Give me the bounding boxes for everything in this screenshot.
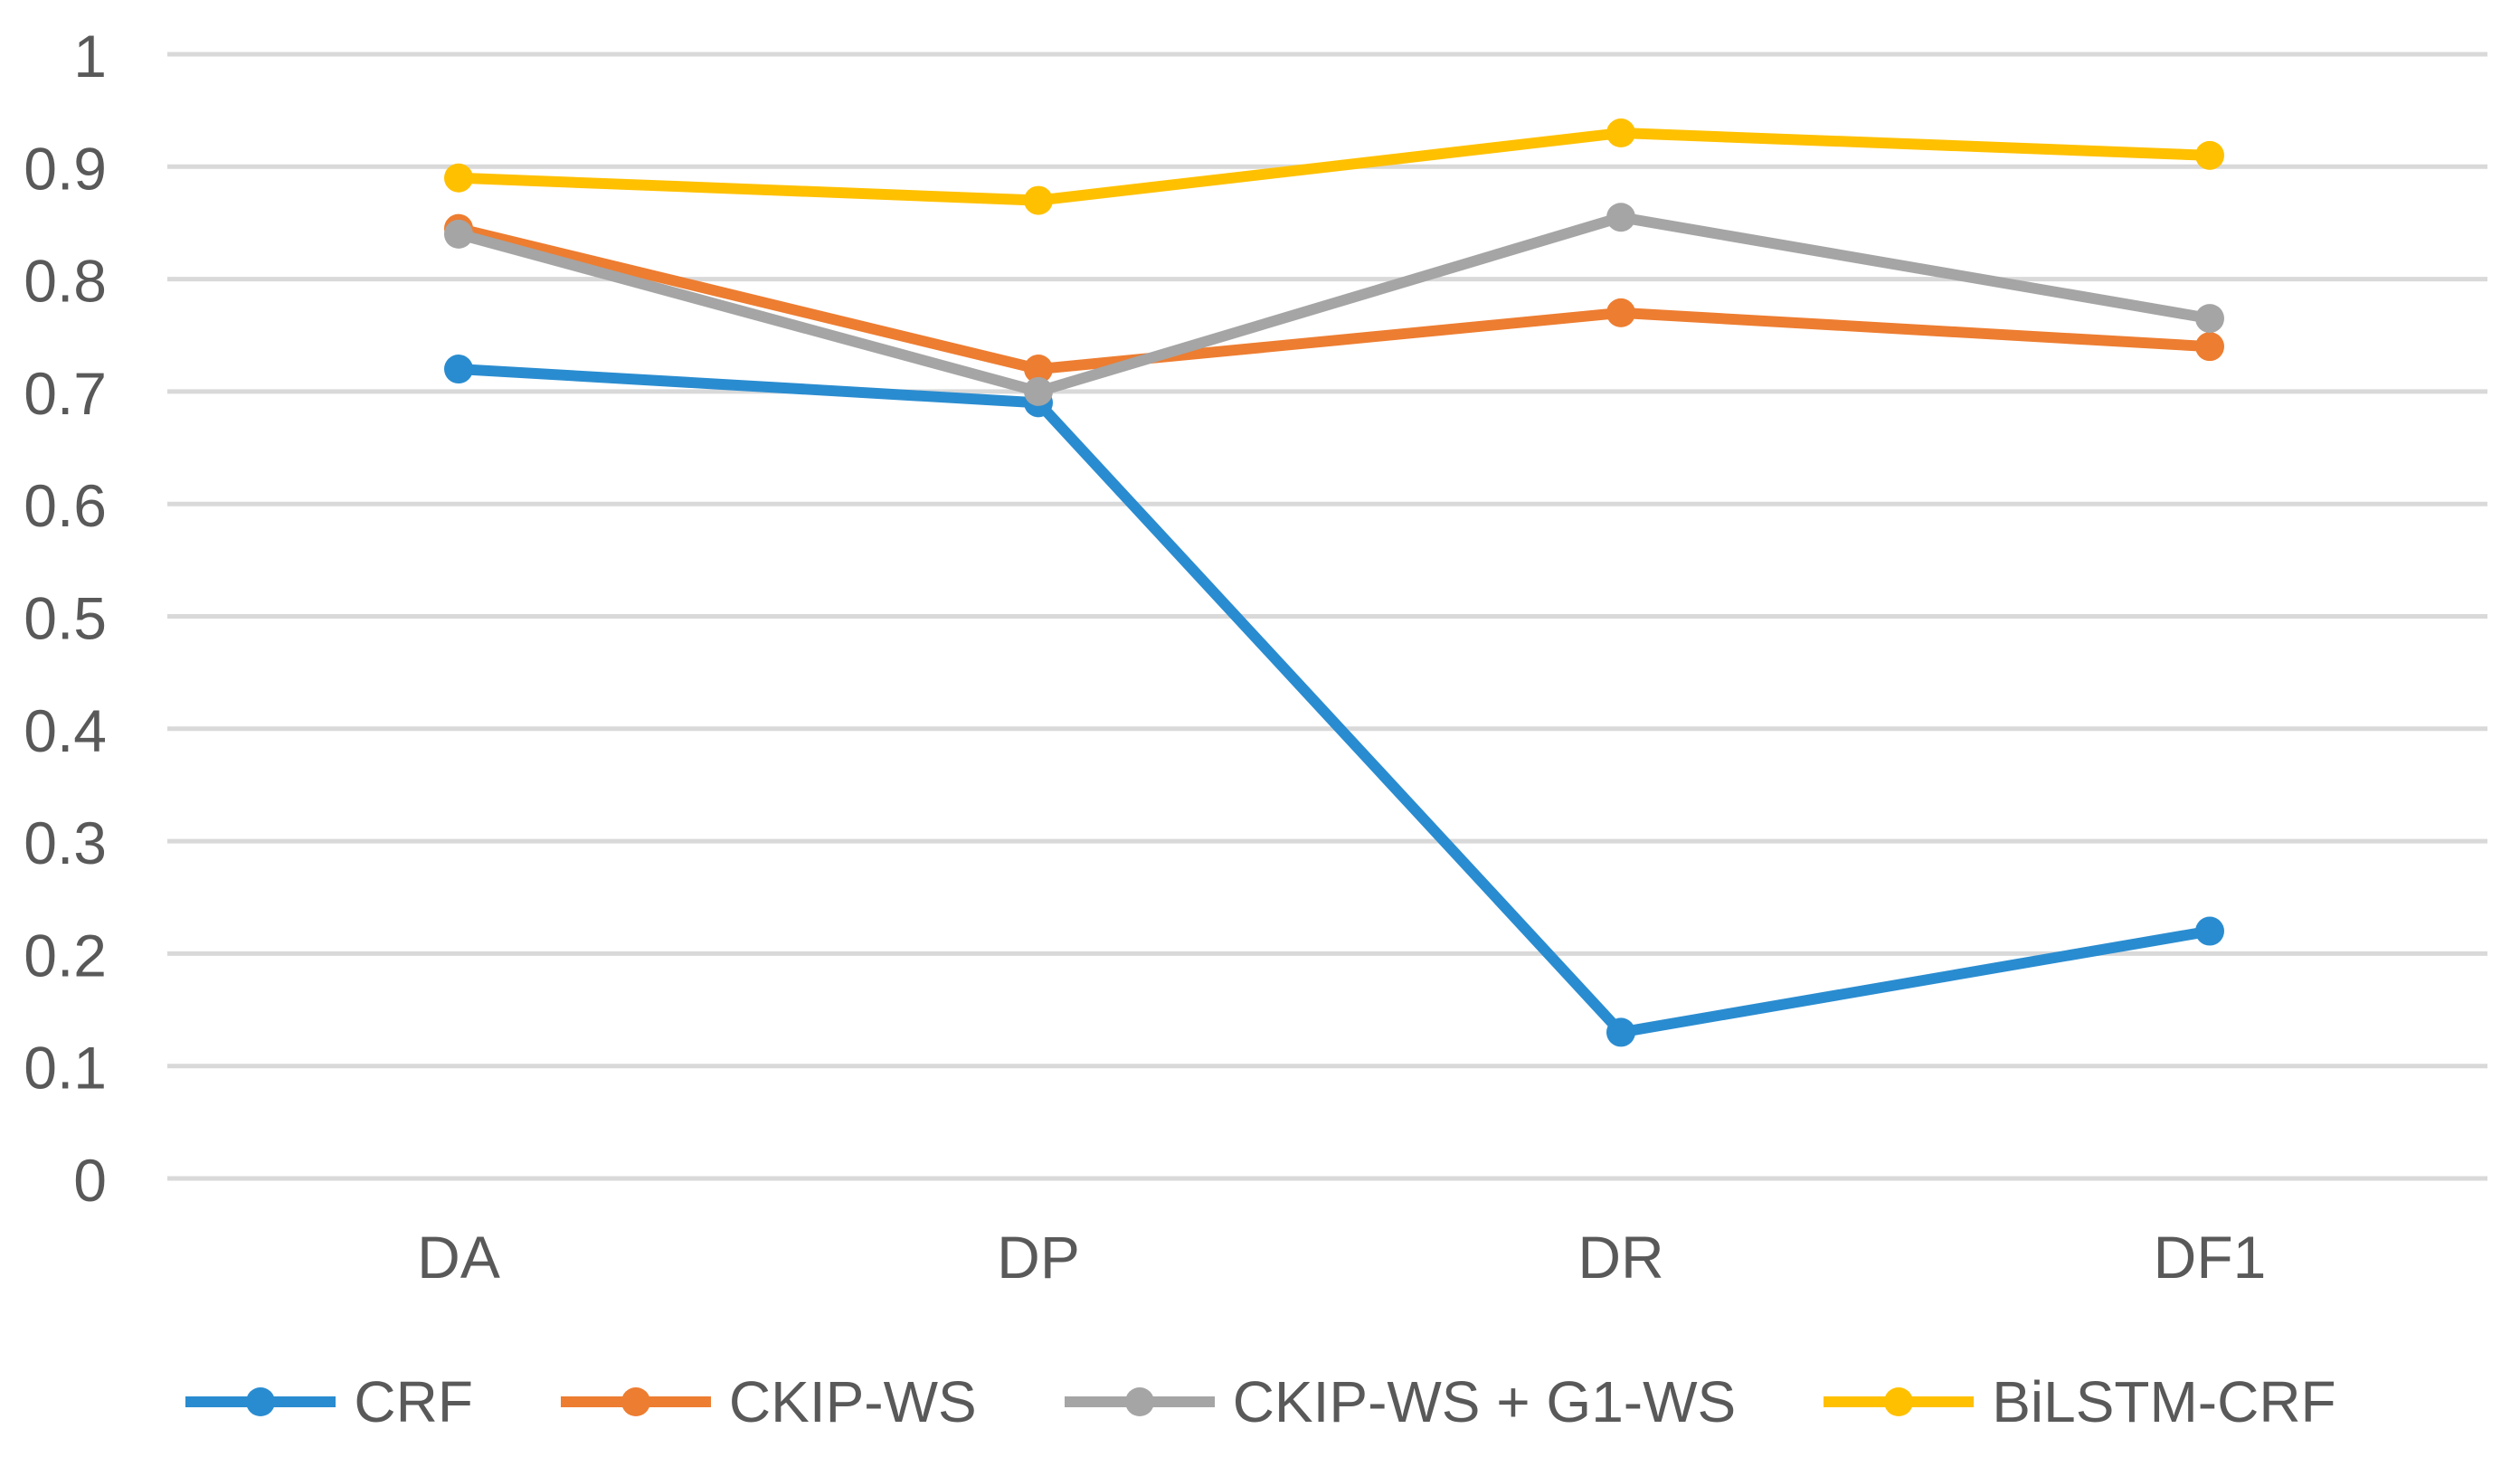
data-point-marker-ckip-ws-g1-ws-df1: [2195, 304, 2224, 334]
y-axis-tick-label: 0.2: [24, 922, 107, 989]
data-point-marker-ckip-ws-df1: [2195, 332, 2224, 362]
y-axis-tick-label: 0.1: [24, 1035, 107, 1102]
data-point-marker-ckip-ws-dr: [1606, 298, 1635, 327]
legend-line-marker-sample: [185, 1387, 336, 1416]
data-point-marker-bilstm-crf-df1: [2195, 140, 2224, 170]
series-line-crf: [453, 364, 2215, 1038]
legend-line-marker-sample: [1064, 1387, 1215, 1416]
legend-sample-marker: [1884, 1387, 1914, 1416]
y-axis-tick-label: 0.6: [24, 472, 107, 539]
data-point-marker-ckip-ws-g1-ws-dr: [1606, 203, 1635, 232]
x-axis-category-label-dr: DR: [1577, 1224, 1663, 1291]
data-point-marker-crf-da: [444, 355, 473, 384]
x-axis-category-label-dp: DP: [997, 1224, 1080, 1291]
y-axis-tick-label: 0: [73, 1147, 107, 1214]
legend-sample-marker: [246, 1387, 276, 1416]
data-point-marker-ckip-ws-g1-ws-dp: [1024, 376, 1053, 406]
legend-series-label: CKIP-WS + G1-WS: [1232, 1369, 1737, 1434]
y-axis-tick-label: 0.5: [24, 585, 107, 652]
data-point-marker-crf-dr: [1606, 1017, 1635, 1047]
data-point-marker-bilstm-crf-dp: [1024, 185, 1053, 215]
y-axis-tick-label: 0.8: [24, 248, 107, 315]
data-point-marker-ckip-ws-dp: [1024, 355, 1053, 384]
legend-sample-marker: [621, 1387, 650, 1416]
legend-item-ckip-ws-g1-ws: CKIP-WS + G1-WS: [1063, 1368, 1737, 1435]
legend-series-label: CRF: [354, 1369, 473, 1434]
legend-line-marker-sample: [1824, 1387, 1975, 1416]
legend-item-crf: CRF: [184, 1368, 473, 1435]
data-point-marker-bilstm-crf-dr: [1606, 118, 1635, 148]
y-axis-tick-label: 1: [73, 23, 107, 90]
y-axis-tick-label: 0.4: [24, 697, 107, 764]
data-point-marker-crf-df1: [2195, 916, 2224, 946]
legend-item-ckip-ws: CKIP-WS: [559, 1368, 977, 1435]
x-axis-category-label-df1: DF1: [2154, 1224, 2267, 1291]
chart-legend: CRF CKIP-WS CKIP-WS + G1-WS BiLSTM-CRF: [0, 1357, 2520, 1447]
legend-item-bilstm-crf: BiLSTM-CRF: [1822, 1368, 2336, 1435]
series-line-bilstm-crf: [453, 128, 2215, 206]
series-line-ckip-ws: [453, 222, 2215, 375]
legend-series-label: BiLSTM-CRF: [1992, 1369, 2336, 1434]
legend-series-label: CKIP-WS: [728, 1369, 977, 1434]
y-axis-tick-label: 0.9: [24, 135, 107, 202]
y-axis-tick-label: 0.3: [24, 809, 107, 876]
data-point-marker-bilstm-crf-da: [444, 163, 473, 193]
legend-sample-marker: [1124, 1387, 1154, 1416]
data-point-marker-ckip-ws-g1-ws-da: [444, 219, 473, 249]
y-axis-tick-label: 0.7: [24, 360, 107, 427]
x-axis-category-label-da: DA: [417, 1224, 500, 1291]
series-line-ckip-ws-g1-ws: [453, 212, 2215, 397]
legend-line-marker-sample: [560, 1387, 711, 1416]
